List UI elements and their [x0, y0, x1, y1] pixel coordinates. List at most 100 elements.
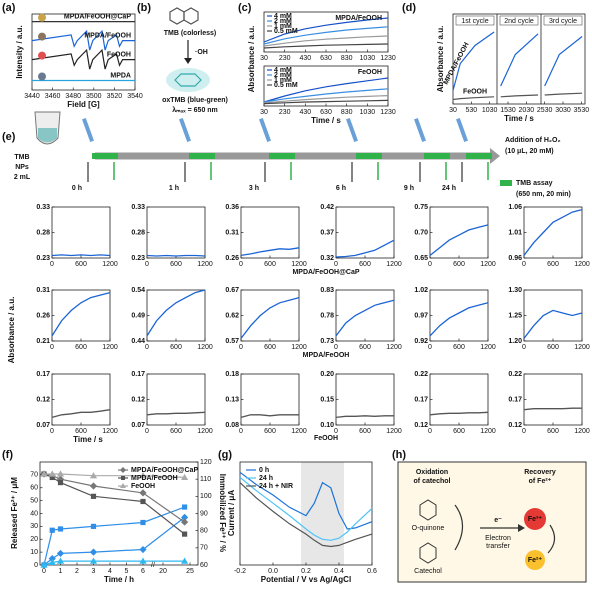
x-tick-label: 600	[170, 261, 182, 268]
x-tick-label: 2030	[519, 107, 535, 114]
x-tick-label: 600	[359, 344, 371, 351]
y-tick-label: 0.21	[36, 338, 50, 345]
y-tick-label: 0.83	[320, 287, 334, 294]
marker	[56, 470, 65, 477]
x-tick-label: 0.0	[268, 568, 278, 575]
x-tick-label: 1200	[386, 261, 402, 268]
panel-label: (g)	[218, 449, 232, 461]
y-tick-label: 1.20	[508, 338, 522, 345]
axes-frame	[335, 373, 395, 426]
x-tick-label: 30	[260, 55, 268, 62]
marker	[40, 470, 48, 477]
panel-label: (e)	[2, 131, 16, 143]
arrow-head	[518, 524, 525, 532]
tube-liquid	[38, 128, 57, 143]
legend-label: MPDA/FeOOH@CaP	[131, 467, 198, 474]
panel-label: (c)	[238, 2, 252, 14]
y-tick-label: 1.01	[508, 229, 522, 236]
legend-label: 2 mM	[274, 72, 292, 79]
series-line	[146, 254, 206, 257]
y-tick-label: 0.20	[320, 371, 334, 378]
series-line	[31, 29, 135, 51]
y-tick-label: 0.73	[320, 338, 334, 345]
y-tick-label: 0.17	[36, 371, 50, 378]
marker	[56, 549, 65, 558]
marker	[49, 527, 55, 533]
pipette	[456, 118, 468, 142]
axes-frame	[240, 289, 300, 342]
axes-frame	[523, 373, 583, 426]
b-text: ·OH	[195, 49, 208, 56]
y-tick-label: 0.78	[320, 312, 334, 319]
series-line	[335, 415, 394, 419]
y-tick-label: 50	[30, 497, 38, 504]
x-tick-label: 0	[50, 344, 54, 351]
y-tick-label: 0.15	[320, 396, 334, 403]
y2-tick-label: 70	[200, 545, 208, 552]
legend-label: 1 mM	[274, 77, 292, 84]
x-tick-label: 0	[42, 568, 46, 575]
x-tick-label: 600	[453, 261, 465, 268]
x-tick-label: 0	[522, 344, 526, 351]
y-tick-label: 0.36	[225, 204, 239, 211]
trace-label: MPDA/FeOOH	[84, 32, 131, 39]
y-tick-label: 1.02	[414, 287, 428, 294]
marker	[181, 518, 189, 526]
sample-icon	[38, 72, 46, 81]
series-line	[51, 291, 111, 337]
pipette	[346, 118, 358, 142]
x-tick-label: 1200	[197, 344, 213, 351]
y-tick-label: 0.10	[320, 422, 334, 429]
cycle-label: 1st cycle	[461, 18, 488, 25]
series-line	[263, 88, 389, 103]
series-line	[31, 48, 135, 70]
fe2-ion	[525, 550, 545, 570]
time-label: 9 h	[404, 185, 414, 192]
x-tick-label: -0.2	[234, 568, 246, 575]
x-tick-label: 0	[334, 261, 338, 268]
x-tick-label: 0	[239, 344, 243, 351]
marker	[182, 531, 188, 537]
x-tick-label: 25	[186, 568, 194, 575]
y-axis-label: Absorbance / a.u.	[436, 26, 445, 93]
x-tick-label: 6	[141, 568, 145, 575]
e-sample: TMB	[14, 154, 29, 161]
legend-label: FeOOH	[131, 483, 155, 490]
quinone-ring	[419, 499, 437, 521]
highlight-band	[301, 462, 344, 565]
y-axis-label: Intensity / a.u.	[15, 25, 24, 78]
legend-label: 4 mM	[274, 13, 292, 20]
x-tick-label: 0	[522, 261, 526, 268]
x-tick-label: 1200	[102, 344, 118, 351]
x-tick-label: 1200	[197, 428, 213, 435]
catechol-ring	[419, 542, 437, 564]
series-line	[51, 254, 111, 257]
y-tick-label: 0.28	[36, 229, 50, 236]
y-tick-label: 0.54	[131, 287, 145, 294]
x-axis-label: Potential / V vs Ag/AgCl	[261, 575, 351, 584]
x-tick-label: 600	[453, 344, 465, 351]
y-tick-label: 0.18	[225, 371, 239, 378]
x-tick-label: 0	[428, 261, 432, 268]
y-tick-label: 0.33	[36, 204, 50, 211]
row-label: MPDA/FeOOH@CaP	[292, 269, 359, 276]
axes-frame	[51, 289, 111, 342]
x-tick-label: 600	[359, 428, 371, 435]
x-tick-label: 430	[299, 109, 311, 116]
assay-segment	[189, 153, 215, 159]
marker	[139, 545, 147, 554]
x-tick-label: 600	[359, 261, 371, 268]
pipette	[414, 118, 426, 142]
x-axis-label: Time / h	[104, 575, 134, 584]
marker	[90, 523, 97, 529]
x-tick-label: 0	[145, 344, 149, 351]
pipette	[179, 118, 191, 142]
y-tick-label: 0.32	[320, 255, 334, 262]
y-tick-label: 0.65	[414, 255, 428, 262]
x-tick-label: 0	[334, 344, 338, 351]
marker	[139, 557, 147, 564]
x-tick-label: 0	[239, 428, 243, 435]
panel-label: (f)	[2, 449, 13, 461]
y-tick-label: 0.12	[131, 396, 145, 403]
